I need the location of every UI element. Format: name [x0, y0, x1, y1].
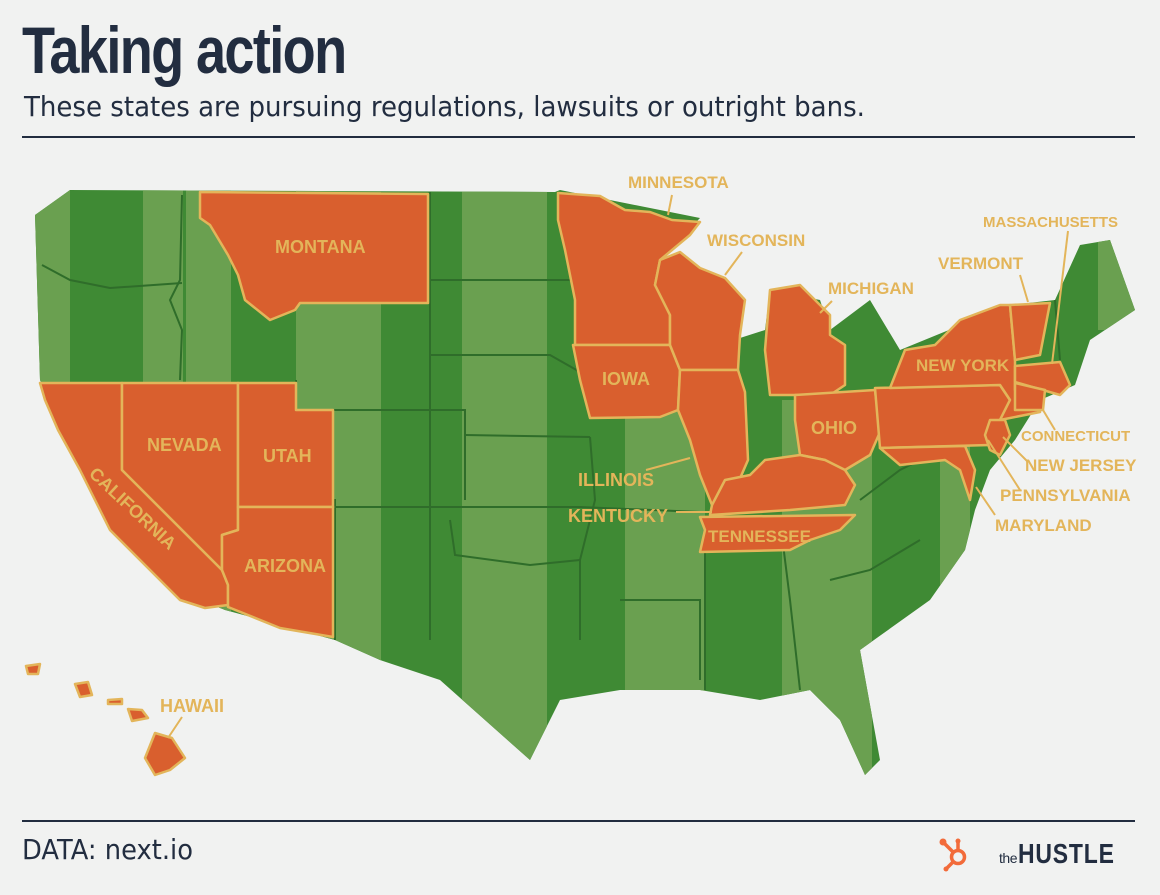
page-subtitle: These states are pursuing regulations, l…: [24, 90, 865, 123]
label-new-jersey: NEW JERSEY: [1025, 456, 1137, 475]
hawaii-niihau: [24, 662, 42, 676]
label-iowa: IOWA: [602, 369, 650, 389]
label-montana: MONTANA: [275, 237, 366, 257]
label-wisconsin: WISCONSIN: [707, 231, 805, 250]
state-michigan: [763, 283, 847, 397]
label-vermont: VERMONT: [938, 254, 1024, 273]
state-arizona: [220, 505, 335, 639]
leader-lines: [167, 194, 1069, 739]
state-tennessee: [698, 513, 857, 554]
label-massachusetts: MASSACHUSETTS: [983, 214, 1118, 231]
header-divider: [22, 136, 1135, 138]
hawaii-molokai: [106, 697, 124, 706]
label-maryland: MARYLAND: [995, 516, 1092, 535]
label-ohio: OHIO: [811, 418, 857, 438]
label-michigan: MICHIGAN: [828, 279, 914, 298]
action-states-layer: [24, 190, 1072, 777]
state-labels: MONTANA MINNESOTA WISCONSIN MICHIGAN VER…: [85, 173, 1137, 716]
label-pennsylvania: PENNSYLVANIA: [1000, 486, 1131, 505]
brand-prefix: the: [999, 850, 1017, 866]
label-kentucky: KENTUCKY: [568, 506, 668, 526]
hawaii-maui: [126, 707, 150, 723]
brand-logo: the HUSTLE: [937, 836, 1136, 872]
label-utah: UTAH: [263, 446, 312, 466]
state-maryland: [878, 444, 977, 502]
page-title: Taking action: [22, 13, 347, 87]
footer-divider: [22, 820, 1135, 822]
label-nevada: NEVADA: [147, 435, 222, 455]
label-tennessee: TENNESSEE: [708, 527, 811, 546]
state-kentucky: [708, 453, 857, 517]
label-arizona: ARIZONA: [244, 556, 326, 576]
label-hawaii: HAWAII: [160, 696, 224, 716]
the-hustle-wordmark: the HUSTLE: [999, 838, 1136, 870]
label-minnesota: MINNESOTA: [628, 173, 729, 192]
label-new-york: NEW YORK: [916, 356, 1010, 375]
label-connecticut: CONNECTICUT: [1021, 428, 1130, 445]
data-source: DATA: next.io: [22, 833, 193, 866]
label-illinois: ILLINOIS: [578, 470, 654, 490]
state-wisconsin: [653, 250, 747, 372]
hawaii-big-island: [143, 731, 187, 777]
hawaii-oahu: [73, 680, 94, 699]
state-vermont: [1008, 301, 1052, 362]
state-montana: [198, 190, 430, 322]
hubspot-sprocket-icon: [939, 838, 967, 872]
brand-name: HUSTLE: [1018, 838, 1115, 869]
